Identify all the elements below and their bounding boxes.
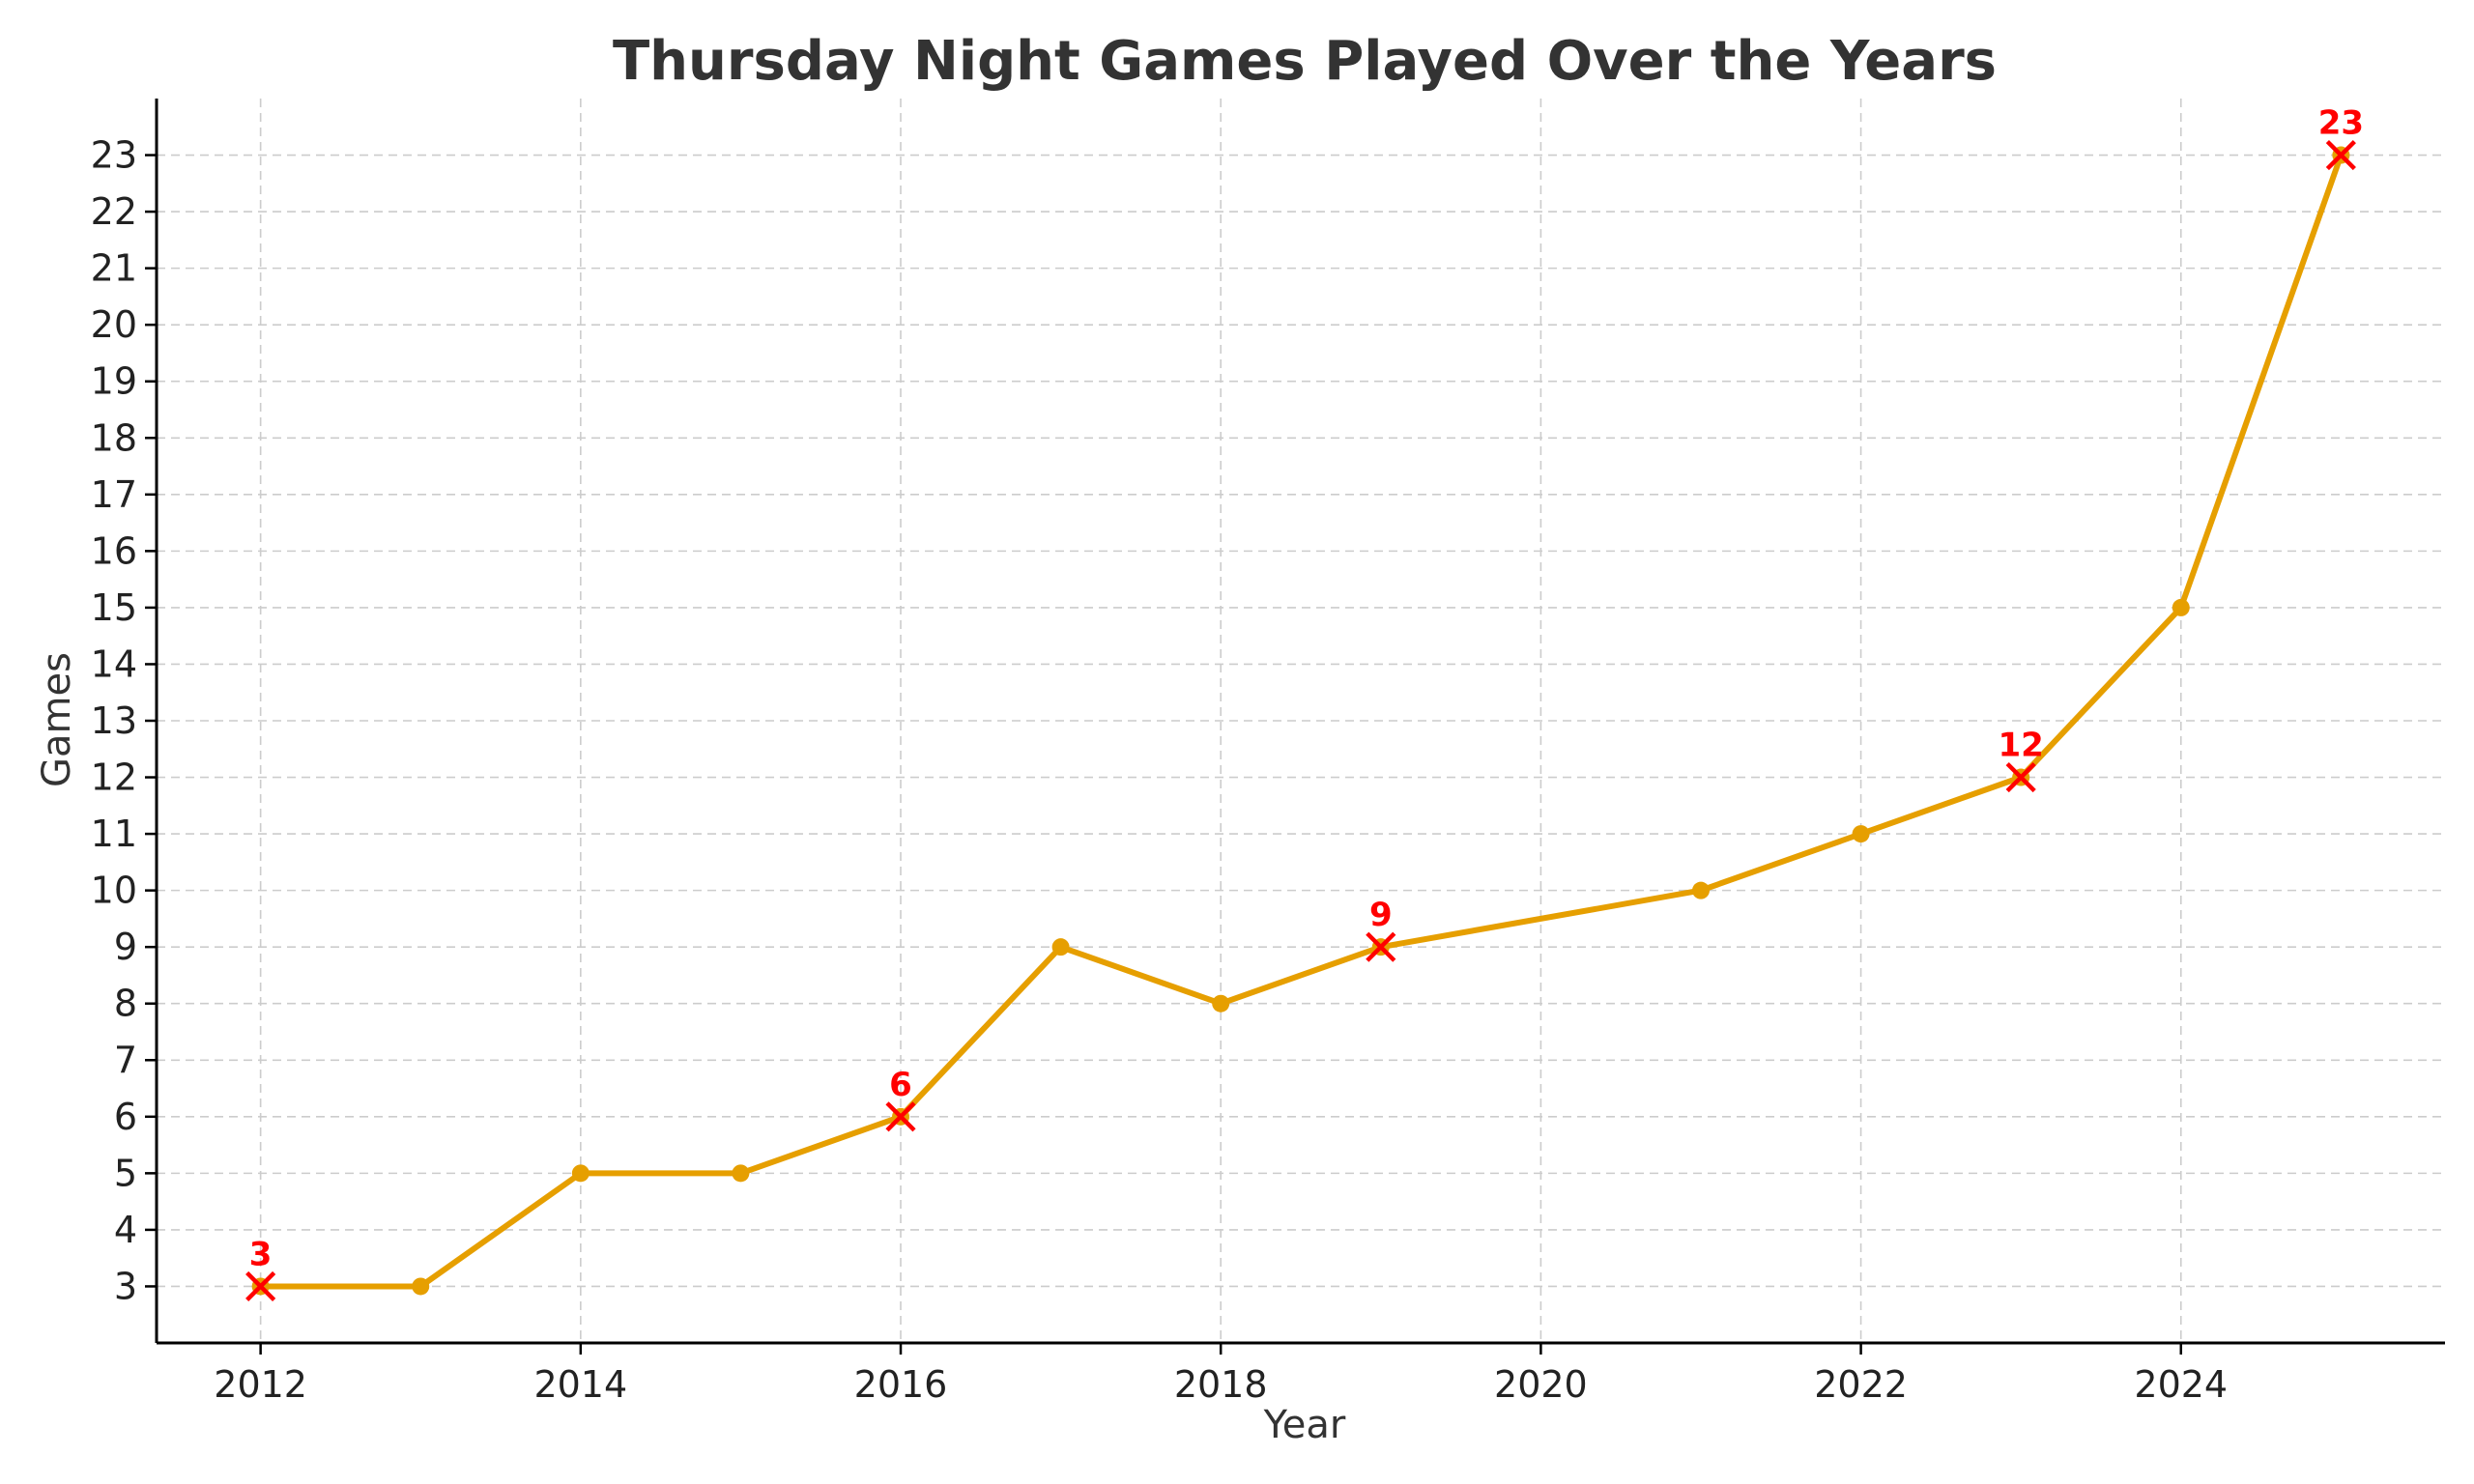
highlight-marker <box>2325 139 2356 171</box>
highlight-label: 6 <box>889 1066 912 1104</box>
x-tick-label: 2014 <box>533 1363 627 1406</box>
y-tick-label: 8 <box>114 983 137 1025</box>
data-point <box>1051 938 1070 956</box>
y-tick-label: 15 <box>91 586 137 629</box>
data-point <box>412 1277 430 1296</box>
y-tick-label: 3 <box>114 1265 137 1307</box>
x-tick-label: 2016 <box>854 1363 948 1406</box>
y-tick-label: 12 <box>91 756 137 799</box>
y-tick-label: 19 <box>91 360 137 403</box>
y-tick-label: 4 <box>114 1209 137 1251</box>
y-tick-label: 21 <box>91 247 137 290</box>
x-axis-label: Year <box>1263 1403 1346 1447</box>
data-point <box>571 1164 590 1183</box>
y-tick-label: 17 <box>91 473 137 516</box>
y-tick-label: 11 <box>91 813 137 855</box>
highlight-label: 23 <box>2318 104 2364 143</box>
data-point <box>2172 598 2190 616</box>
x-tick-label: 2022 <box>1814 1363 1908 1406</box>
y-tick-label: 14 <box>91 642 137 685</box>
x-tick-label: 2024 <box>2134 1363 2228 1406</box>
y-tick-label: 20 <box>91 303 137 346</box>
y-tick-label: 13 <box>91 699 137 742</box>
data-point <box>1852 825 1870 843</box>
highlight-label: 12 <box>1999 727 2044 765</box>
highlight-marker <box>1366 931 1396 962</box>
y-tick-label: 10 <box>91 870 137 912</box>
x-tick-label: 2020 <box>1494 1363 1588 1406</box>
x-marker-stroke <box>245 1270 276 1302</box>
x-marker-stroke <box>885 1101 916 1132</box>
highlight-layer: 3 6 9 12 23 <box>245 104 2364 1302</box>
y-tick-label: 22 <box>91 190 137 233</box>
x-marker-stroke <box>2005 761 2036 793</box>
y-tick-label: 18 <box>91 416 137 459</box>
x-tick-label: 2018 <box>1174 1363 1268 1406</box>
y-axis-label: Games <box>35 652 79 787</box>
highlight-label: 9 <box>1369 896 1393 934</box>
x-tick-label: 2012 <box>214 1363 307 1406</box>
highlight-marker <box>2005 761 2036 793</box>
highlight-marker <box>245 1270 276 1302</box>
y-tick-label: 9 <box>114 926 137 968</box>
data-point <box>1212 994 1230 1013</box>
grid-layer <box>157 99 2445 1343</box>
x-marker-stroke <box>1366 931 1396 962</box>
y-tick-label: 6 <box>114 1096 137 1138</box>
highlight-marker <box>885 1101 916 1132</box>
y-tick-label: 7 <box>114 1039 137 1081</box>
data-point <box>1691 881 1710 899</box>
highlight-label: 3 <box>249 1235 273 1273</box>
y-tick-label: 16 <box>91 529 137 572</box>
y-tick-label: 5 <box>114 1152 137 1194</box>
y-tick-label: 23 <box>91 134 137 177</box>
ticks-layer: 2012 2014 2016 2018 2020 2022 2024345678910111… <box>91 134 2228 1406</box>
chart-title: Thursday Night Games Played Over the Yea… <box>613 30 1997 93</box>
data-point <box>732 1164 750 1183</box>
x-marker-stroke <box>2325 139 2356 171</box>
